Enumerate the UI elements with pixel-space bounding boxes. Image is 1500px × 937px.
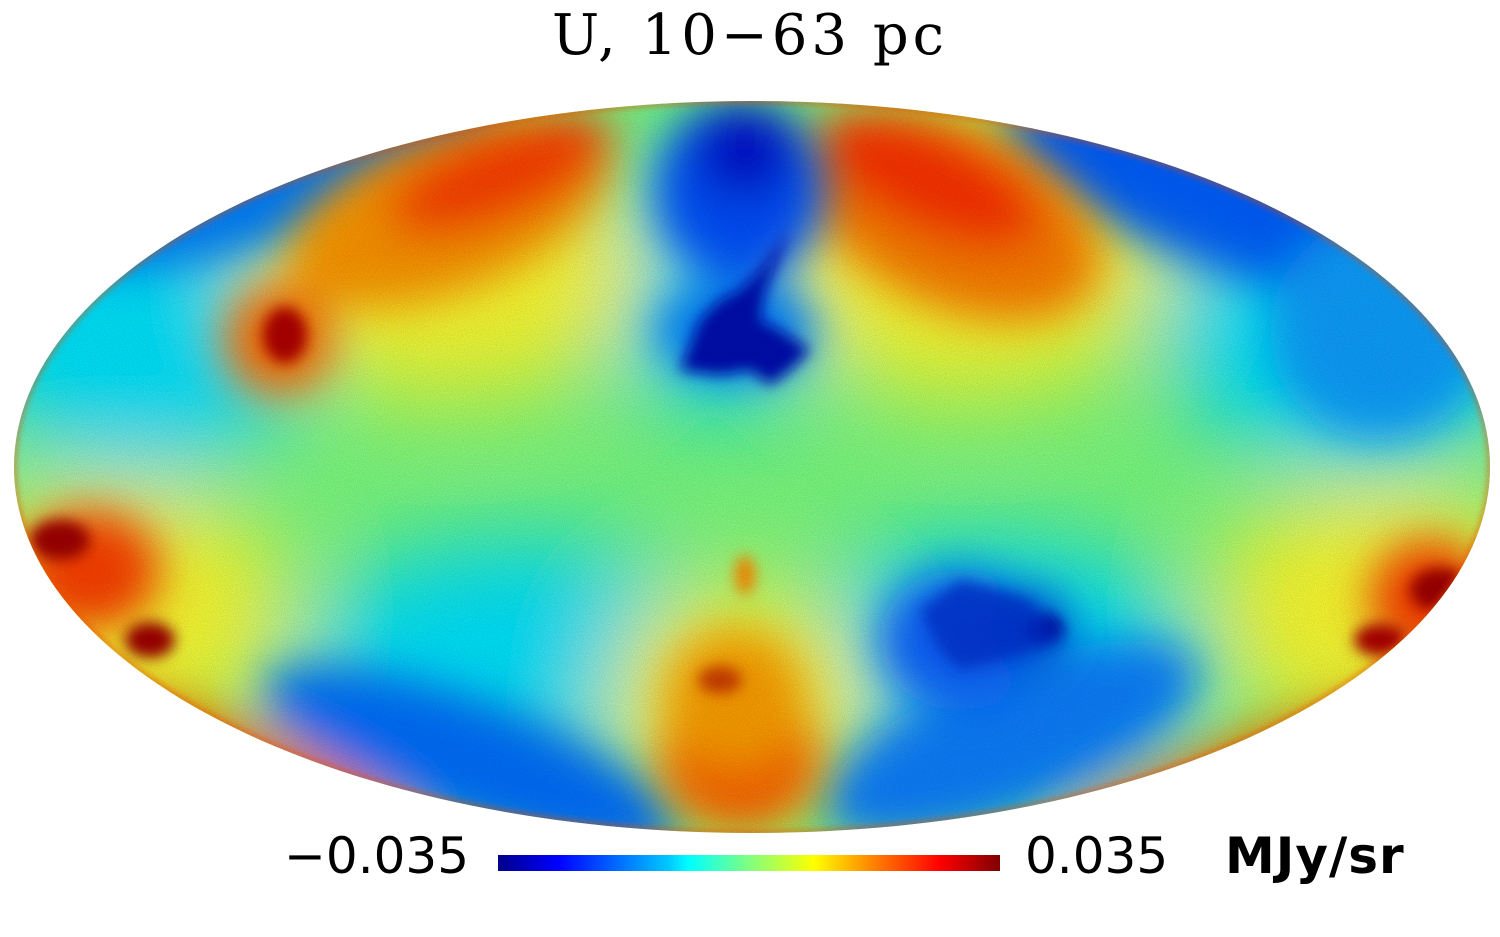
- texture-noise: [14, 101, 1490, 833]
- sky-map-fill: [14, 101, 1490, 833]
- colorbar-unit-label: MJy/sr: [1225, 827, 1405, 885]
- colorbar-min-label: −0.035: [284, 827, 470, 885]
- map-title: U, 10−63 pc: [551, 3, 949, 68]
- colorbar: [498, 855, 1000, 871]
- colorbar-max-label: 0.035: [1025, 827, 1169, 885]
